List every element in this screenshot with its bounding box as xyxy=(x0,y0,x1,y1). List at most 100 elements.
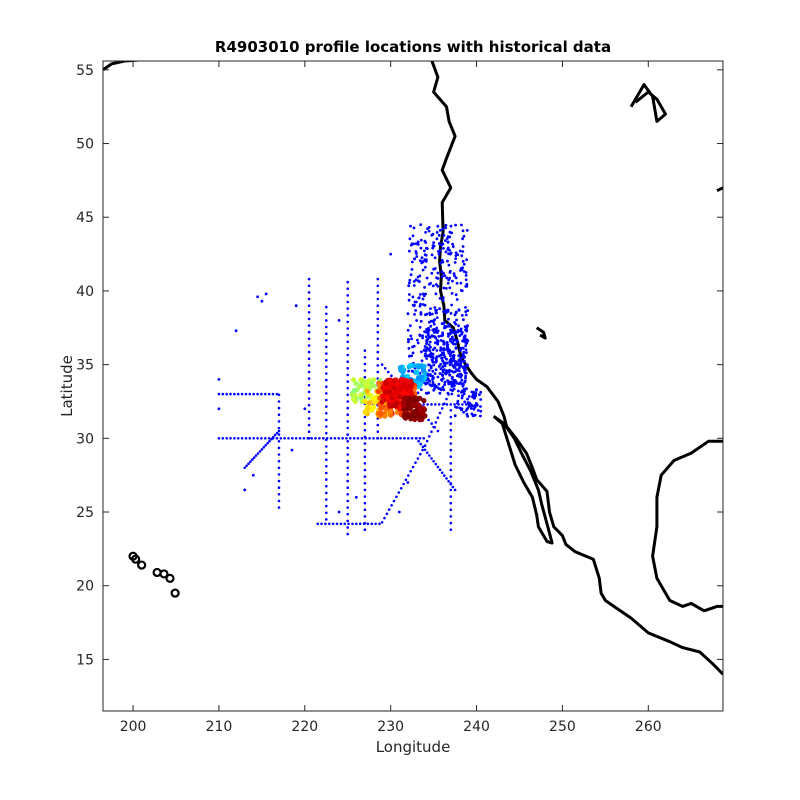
historical-point xyxy=(376,324,380,327)
historical-point xyxy=(346,526,350,529)
historical-point xyxy=(478,393,481,397)
historical-point xyxy=(437,252,441,256)
historical-point xyxy=(325,352,328,355)
historical-point xyxy=(260,448,264,451)
historical-point xyxy=(217,407,221,411)
historical-point xyxy=(449,251,453,255)
historical-point xyxy=(424,349,428,352)
historical-point xyxy=(356,437,360,440)
historical-point xyxy=(423,286,426,289)
profile-point xyxy=(371,395,377,401)
historical-point xyxy=(448,276,451,280)
historical-point xyxy=(435,355,439,359)
historical-point xyxy=(347,522,350,526)
historical-point xyxy=(430,334,434,338)
historical-point xyxy=(346,532,350,536)
historical-point xyxy=(262,446,266,449)
historical-point xyxy=(247,462,250,466)
historical-point xyxy=(390,374,393,378)
historical-point xyxy=(325,438,328,442)
historical-point xyxy=(465,351,468,354)
historical-point xyxy=(341,437,344,440)
historical-point xyxy=(431,383,435,387)
historical-point xyxy=(307,344,311,347)
historical-point xyxy=(441,373,444,377)
historical-point xyxy=(461,229,465,233)
historical-point xyxy=(275,437,279,440)
historical-point xyxy=(264,444,268,447)
historical-point xyxy=(449,501,453,505)
profile-point xyxy=(369,380,375,386)
historical-point xyxy=(469,403,473,407)
historical-point xyxy=(363,455,367,459)
historical-point xyxy=(236,437,240,440)
historical-point xyxy=(337,510,341,514)
historical-point xyxy=(249,460,252,464)
historical-point xyxy=(451,485,455,489)
historical-point xyxy=(346,386,350,390)
historical-point xyxy=(415,300,418,304)
historical-point xyxy=(325,365,328,369)
historical-point xyxy=(277,466,281,470)
historical-point xyxy=(268,439,271,443)
historical-point xyxy=(363,462,367,465)
historical-point xyxy=(436,277,440,280)
historical-point xyxy=(479,414,482,418)
historical-point xyxy=(455,339,459,342)
historical-point xyxy=(419,452,422,456)
historical-point xyxy=(440,260,444,263)
profile-point xyxy=(360,378,366,384)
historical-point xyxy=(453,313,457,317)
historical-point xyxy=(416,240,420,244)
historical-point xyxy=(444,309,448,312)
historical-point xyxy=(252,392,255,396)
historical-point xyxy=(266,441,269,445)
historical-point xyxy=(441,332,445,336)
historical-point xyxy=(415,252,418,255)
historical-point xyxy=(459,375,463,379)
x-tick-label: 230 xyxy=(377,719,404,735)
historical-point xyxy=(419,238,423,242)
coastline-2 xyxy=(492,414,554,545)
y-tick-label: 40 xyxy=(76,284,94,300)
historical-point xyxy=(277,493,281,496)
historical-point xyxy=(411,465,415,469)
island-6 xyxy=(170,588,180,598)
historical-point xyxy=(440,356,443,360)
historical-point xyxy=(427,418,430,422)
historical-point xyxy=(416,341,420,345)
historical-point xyxy=(346,420,350,423)
historical-point xyxy=(434,328,438,332)
profile-point xyxy=(364,382,370,388)
historical-point xyxy=(449,508,453,512)
historical-point xyxy=(294,304,298,308)
historical-point xyxy=(415,319,418,322)
historical-point xyxy=(404,478,408,482)
historical-point xyxy=(346,294,350,297)
historical-point xyxy=(325,339,328,342)
x-axis-label: Longitude xyxy=(376,738,451,756)
historical-point xyxy=(451,389,454,392)
historical-point xyxy=(460,331,464,334)
historical-point xyxy=(428,349,432,352)
historical-point xyxy=(233,392,236,396)
historical-point xyxy=(440,407,444,410)
profile-point xyxy=(413,397,419,403)
historical-point xyxy=(360,437,364,440)
historical-point xyxy=(428,435,431,438)
historical-point xyxy=(307,397,311,400)
historical-point xyxy=(243,466,246,470)
historical-point xyxy=(454,254,458,257)
historical-point xyxy=(435,316,439,319)
island-5 xyxy=(165,573,175,583)
historical-point xyxy=(454,276,458,280)
historical-point xyxy=(436,329,440,333)
historical-point xyxy=(379,437,383,440)
historical-point xyxy=(431,284,435,288)
historical-point xyxy=(459,289,463,292)
historical-point xyxy=(277,506,281,509)
historical-point xyxy=(427,369,431,372)
historical-point xyxy=(376,357,380,361)
historical-point xyxy=(424,258,428,261)
historical-point xyxy=(363,482,367,485)
